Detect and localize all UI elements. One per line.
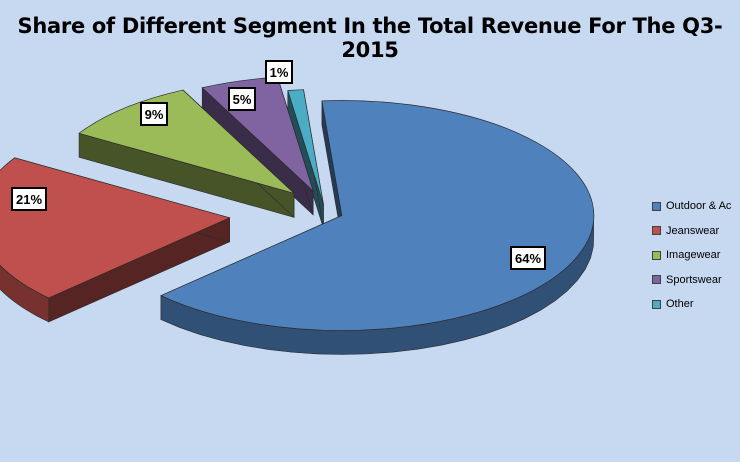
chart-title: Share of Different Segment In the Total … [17,14,723,62]
legend-label: Jeanswear [666,224,720,237]
svg-text:1%: 1% [270,65,289,80]
legend-swatch [652,275,661,285]
data-label-5: 1% [265,60,293,84]
legend: Outdoor & Ac Jeanswear Imagewear Sportswear… [652,194,740,317]
data-label-4: 5% [228,87,256,111]
legend-label: Sportswear [666,273,722,286]
pie-slice-1 [160,100,595,355]
legend-label: Outdoor & Ac [666,200,732,213]
pie-slice-5 [287,89,324,229]
data-label-1: 64% [510,246,546,270]
data-label-3: 9% [140,102,168,126]
legend-swatch [652,299,661,309]
legend-item: Sportswear [652,268,740,293]
legend-swatch [652,226,661,236]
legend-label: Imagewear [666,249,721,262]
data-label-2: 21% [11,187,47,211]
legend-label: Other [666,298,694,311]
svg-text:9%: 9% [145,107,164,122]
legend-item: Other [652,292,740,317]
legend-item: Imagewear [652,243,740,268]
legend-swatch [652,250,661,260]
legend-item: Outdoor & Ac [652,194,740,219]
pie-slice-3 [78,89,295,218]
svg-text:64%: 64% [515,251,541,266]
pie-slice-2 [0,157,231,323]
svg-text:5%: 5% [233,92,252,107]
legend-swatch [652,201,661,211]
legend-item: Jeanswear [652,219,740,244]
svg-text:21%: 21% [16,192,42,207]
